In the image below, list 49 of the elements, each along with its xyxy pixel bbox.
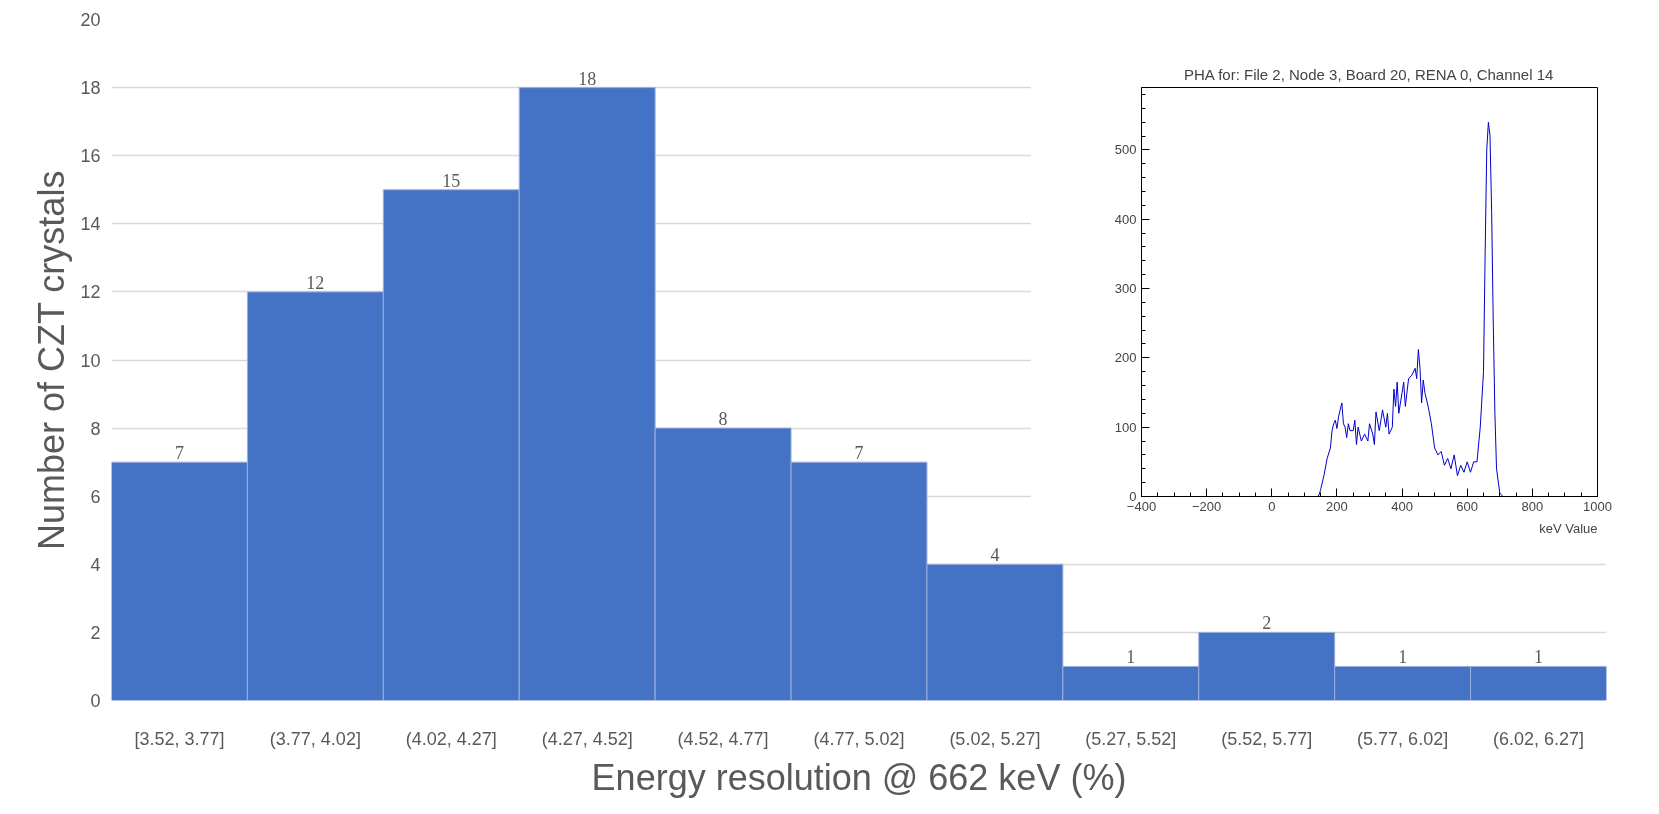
data-label: 12 — [306, 272, 325, 293]
x-tick-label: 200 — [1326, 498, 1348, 514]
y-tick-label: 16 — [80, 146, 101, 167]
x-tick-label: 600 — [1456, 498, 1479, 514]
x-tick-label: 400 — [1391, 498, 1413, 514]
x-tick-label: (3.77, 4.02] — [269, 728, 361, 749]
x-tick-label: (5.77, 6.02] — [1357, 728, 1449, 749]
x-tick-label: (4.77, 5.02] — [813, 728, 905, 749]
x-tick-label: (6.02, 6.27] — [1493, 728, 1585, 749]
y-tick-label: 300 — [1114, 281, 1137, 297]
data-label: 7 — [854, 443, 864, 464]
x-tick-label: (5.52, 5.77] — [1221, 728, 1313, 749]
x-tick-label: (4.02, 4.27] — [405, 728, 497, 749]
y-tick-label: 6 — [90, 486, 101, 507]
y-tick-label: 400 — [1114, 211, 1137, 227]
y-tick-label: 18 — [80, 78, 101, 99]
y-tick-label: 2 — [90, 622, 101, 643]
x-tick-label: (4.52, 4.77] — [677, 728, 769, 749]
data-label: 2 — [1262, 613, 1272, 634]
data-label: 7 — [174, 443, 184, 464]
x-tick-label: −200 — [1192, 498, 1222, 514]
y-tick-label: 20 — [80, 10, 101, 30]
x-tick-label: 1000 — [1583, 498, 1612, 514]
x-tick-label: [3.52, 3.77] — [134, 728, 225, 749]
x-axis-title: Energy resolution @ 662 keV (%) — [591, 756, 1127, 798]
y-tick-label: 4 — [90, 554, 101, 575]
x-tick-label: (4.27, 4.52] — [541, 728, 633, 749]
y-tick-label: 12 — [80, 282, 101, 303]
y-axis-title: Number of CZT crystals — [31, 170, 73, 551]
chart-title: PHA for: File 2, Node 3, Board 20, RENA 0, Channel 14 — [1183, 65, 1554, 83]
y-tick-label: 500 — [1114, 142, 1137, 158]
data-label: 1 — [1534, 647, 1544, 668]
data-label: 15 — [442, 170, 461, 191]
y-tick-label: 10 — [80, 350, 101, 371]
data-label: 18 — [578, 68, 597, 89]
y-tick-label: 14 — [80, 214, 101, 235]
x-tick-label: 0 — [1268, 498, 1276, 514]
data-label: 1 — [1126, 647, 1136, 668]
y-tick-label: 200 — [1114, 350, 1137, 366]
x-tick-label: (5.02, 5.27] — [949, 728, 1041, 749]
y-tick-label: 8 — [90, 418, 101, 439]
data-label: 1 — [1398, 647, 1408, 668]
x-axis-title: keV Value — [1539, 520, 1598, 536]
y-tick-label: 0 — [90, 691, 101, 711]
y-tick-label: 100 — [1114, 419, 1137, 435]
x-tick-label: 800 — [1521, 498, 1544, 514]
data-label: 4 — [990, 545, 1000, 566]
data-label: 8 — [718, 409, 728, 430]
x-tick-label: (5.27, 5.52] — [1085, 728, 1177, 749]
